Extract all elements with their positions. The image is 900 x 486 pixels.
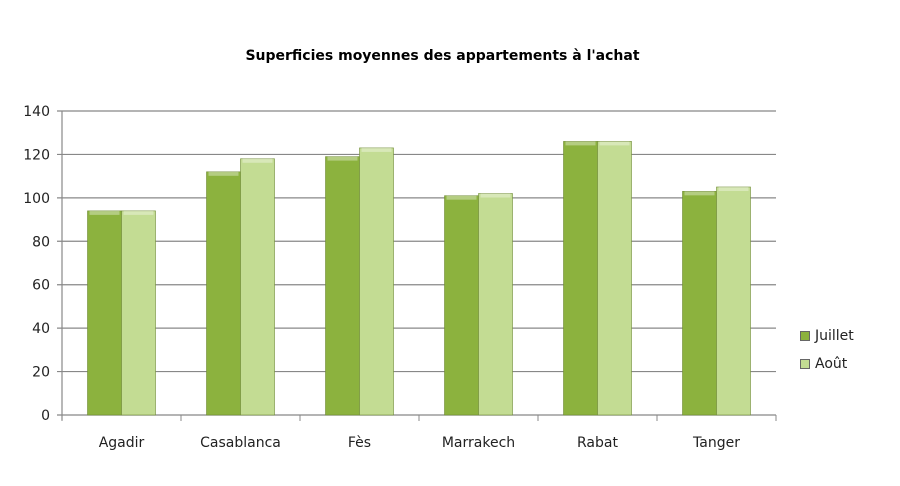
legend-item-aout: Août: [800, 356, 847, 372]
bar-bevel: [208, 171, 239, 176]
y-tick-label: 80: [32, 234, 50, 250]
legend-swatch: [800, 331, 810, 341]
bar-juillet-rabat: [563, 141, 598, 416]
bar-août-fès: [359, 147, 394, 416]
x-tick-label: Marrakech: [442, 435, 515, 451]
y-tick-label: 100: [23, 191, 50, 207]
x-tick-label: Rabat: [577, 435, 618, 451]
chart-title: Superficies moyennes des appartements à …: [245, 48, 640, 64]
bar-août-rabat: [597, 141, 632, 416]
y-tick-label: 140: [23, 104, 50, 120]
bar-bevel: [565, 141, 596, 146]
bar-bevel: [123, 210, 154, 215]
bar-juillet-casablanca: [206, 171, 241, 416]
y-tick-label: 20: [32, 365, 50, 381]
bar-août-casablanca: [240, 158, 275, 416]
legend-label: Août: [815, 356, 848, 372]
x-tick-label: Agadir: [99, 435, 145, 451]
bar-juillet-marrakech: [444, 195, 479, 416]
bar-août-marrakech: [478, 193, 513, 416]
bar-juillet-fès: [325, 156, 360, 416]
legend-label: Juillet: [815, 328, 854, 344]
bar-bevel: [242, 158, 273, 163]
y-tick-label: 60: [32, 278, 50, 294]
legend-swatch: [800, 359, 810, 369]
bar-bevel: [327, 156, 358, 161]
bar-août-tanger: [716, 186, 751, 416]
bar-bevel: [361, 147, 392, 152]
bar-juillet-tanger: [682, 191, 717, 416]
x-tick-label: Fès: [348, 435, 371, 451]
bar-juillet-agadir: [87, 210, 122, 416]
y-tick-label: 0: [41, 408, 50, 424]
bar-bevel: [718, 187, 749, 191]
x-tick-label: Tanger: [692, 435, 740, 451]
y-tick-label: 120: [23, 147, 50, 163]
bar-bevel: [89, 210, 120, 215]
bar-bevel: [684, 191, 715, 196]
bar-bevel: [446, 195, 477, 200]
x-tick-label: Casablanca: [200, 435, 281, 451]
legend-item-juillet: Juillet: [800, 328, 854, 344]
y-tick-label: 40: [32, 321, 50, 337]
bar-bevel: [480, 193, 511, 198]
bar-août-agadir: [121, 210, 156, 416]
bar-bevel: [599, 141, 630, 146]
